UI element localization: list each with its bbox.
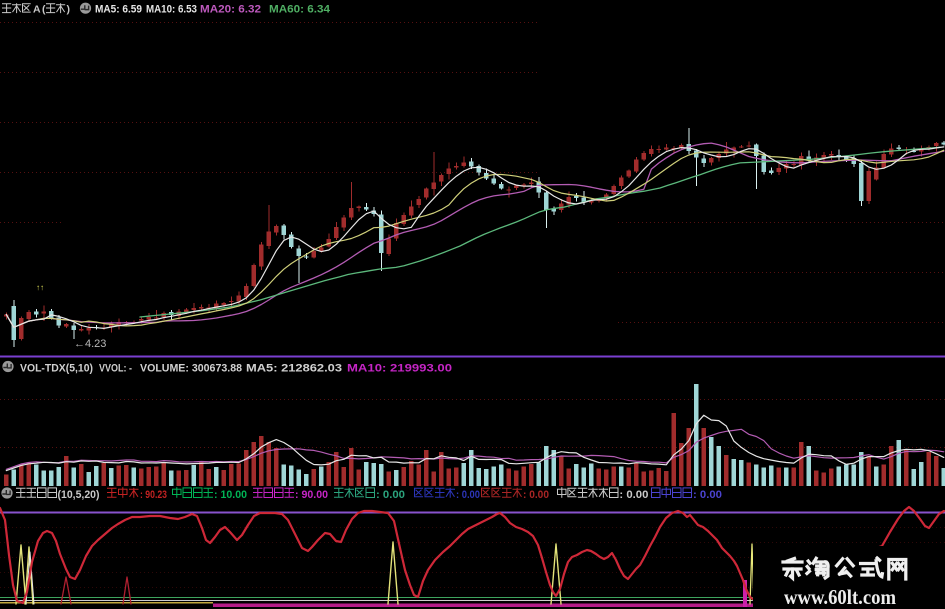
svg-text:(10,5,20): (10,5,20) <box>58 489 100 501</box>
svg-text:VVOL: -: VVOL: - <box>99 363 132 375</box>
svg-text:: 10.00: : 10.00 <box>214 489 247 501</box>
svg-text:www.60lt.com: www.60lt.com <box>784 585 896 609</box>
svg-text:: 0.00: : 0.00 <box>693 489 722 501</box>
svg-text:: 0.00: : 0.00 <box>523 489 549 501</box>
svg-text:MA5: 212862.03: MA5: 212862.03 <box>246 363 342 375</box>
svg-text:VOLUME: 300673.88: VOLUME: 300673.88 <box>140 363 242 375</box>
svg-text:: 90.00: : 90.00 <box>295 489 328 501</box>
svg-text:MA10: 219993.00: MA10: 219993.00 <box>347 363 452 375</box>
svg-text:: 0.00: : 0.00 <box>619 489 648 501</box>
svg-text:): ) <box>67 4 71 16</box>
svg-text:: 0.00: : 0.00 <box>376 489 405 501</box>
svg-text:: 0.00: : 0.00 <box>456 489 480 501</box>
svg-text:MA60: 6.34: MA60: 6.34 <box>269 4 331 16</box>
svg-text:↑↑: ↑↑ <box>36 283 44 292</box>
svg-text:: 90.23: : 90.23 <box>140 489 167 501</box>
svg-text:VOL-TDX(5,10): VOL-TDX(5,10) <box>20 363 93 375</box>
svg-text:←4.23: ←4.23 <box>74 338 106 350</box>
svg-text:A: A <box>33 4 41 16</box>
svg-text:MA5: 6.59: MA5: 6.59 <box>95 4 142 16</box>
svg-text:MA20: 6.32: MA20: 6.32 <box>200 4 261 16</box>
svg-text:(: ( <box>42 4 46 16</box>
svg-text:MA10: 6.53: MA10: 6.53 <box>146 4 197 16</box>
